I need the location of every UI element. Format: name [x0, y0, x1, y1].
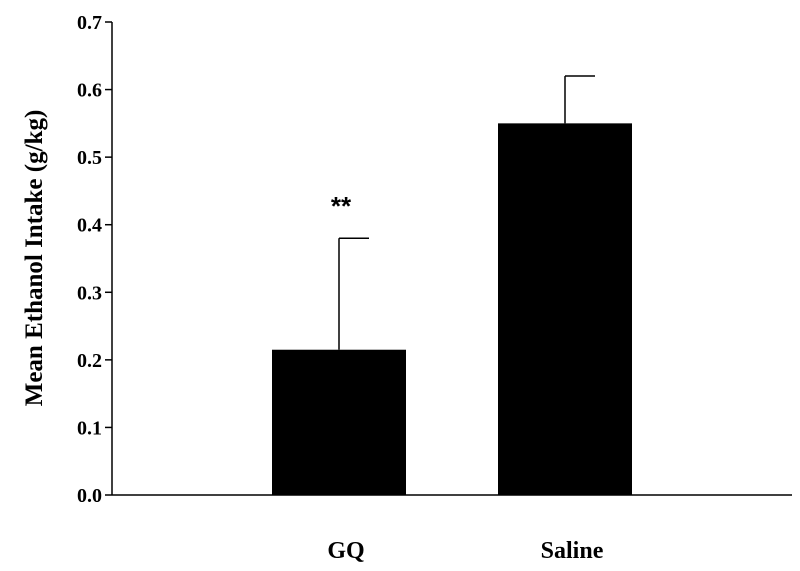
y-tick-label: 0.3 [77, 282, 102, 304]
bar-gq [272, 349, 406, 495]
y-axis-label: Mean Ethanol Intake (g/kg) [21, 110, 48, 407]
y-tick-label: 0.6 [77, 80, 102, 102]
bars [272, 75, 632, 495]
labels: GQ ** Saline [327, 191, 603, 564]
y-tick-label: 0.1 [77, 417, 102, 439]
y-tick-label: 0.0 [77, 485, 102, 507]
y-tick-label: 0.2 [77, 350, 102, 372]
category-label-saline: Saline [541, 538, 604, 564]
category-label-gq: GQ [327, 538, 364, 564]
y-tick-label: 0.7 [77, 12, 102, 34]
y-tick-label: 0.4 [77, 215, 102, 237]
bar-saline [498, 123, 632, 495]
y-tick-label: 0.5 [77, 147, 102, 169]
y-axis: 0.0 0.1 0.2 0.3 0.4 0.5 0.6 0.7 [77, 12, 113, 507]
significance-annotation: ** [331, 191, 352, 221]
